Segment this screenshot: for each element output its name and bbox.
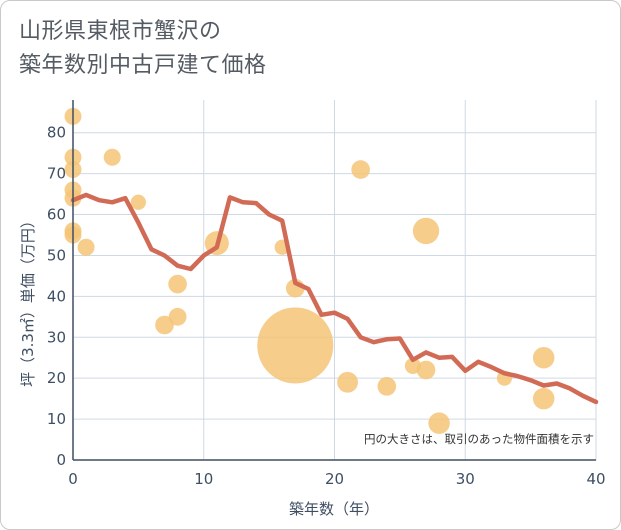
size-legend-note: 円の大きさは、取引のあった物件面積を示す (364, 432, 594, 446)
y-tick-label-1: 10 (47, 410, 66, 428)
y-tick-label-3: 30 (47, 328, 66, 346)
axes (72, 100, 596, 461)
bubble-point-7 (77, 238, 95, 256)
bubble-point-22 (416, 360, 436, 380)
y-tick-label-5: 50 (47, 246, 66, 264)
trend-series (70, 192, 599, 405)
x-tick-label-3: 30 (456, 470, 475, 488)
bubble-point-25 (532, 346, 555, 369)
x-tick-label-1: 10 (194, 470, 213, 488)
y-tick-label-4: 40 (47, 287, 66, 305)
bubble-point-16 (257, 307, 334, 384)
bubble-point-19 (377, 377, 397, 396)
bubble-point-8 (103, 148, 121, 166)
bubble-point-21 (412, 217, 440, 245)
bubble-point-9 (130, 194, 146, 210)
x-tick-label-4: 40 (586, 470, 605, 488)
chart-title-line-1: 山形県東根市蟹沢の (19, 19, 222, 44)
bubble-point-17 (337, 371, 358, 393)
bubble-point-26 (532, 387, 555, 410)
x-tick-label-2: 20 (325, 470, 344, 488)
bubble-point-18 (351, 160, 370, 179)
grid-lines (73, 100, 597, 460)
x-tick-label-0: 0 (68, 470, 78, 488)
chart-title-line-2: 築年数別中古戸建て価格 (19, 53, 267, 78)
y-axis-label: 坪（3.3㎡）単価（万円） (19, 213, 37, 387)
y-tick-label-6: 60 (47, 206, 66, 224)
tick-labels: 0 10 20 30 40 50 60 70 80 0 10 20 30 40 (47, 124, 606, 488)
x-axis-label: 築年数（年） (289, 500, 379, 518)
chart-title: 山形県東根市蟹沢の 築年数別中古戸建て価格 (19, 15, 267, 83)
bubble-point-10 (155, 315, 174, 335)
y-tick-label-7: 70 (47, 165, 66, 183)
trend-line (70, 192, 599, 405)
y-tick-label-0: 0 (56, 451, 66, 469)
y-tick-label-2: 20 (47, 369, 66, 387)
bubble-series (64, 107, 555, 434)
bubble-point-12 (168, 307, 187, 326)
y-tick-label-8: 80 (47, 124, 66, 142)
bubble-point-23 (428, 412, 450, 434)
bubble-point-11 (168, 274, 187, 294)
